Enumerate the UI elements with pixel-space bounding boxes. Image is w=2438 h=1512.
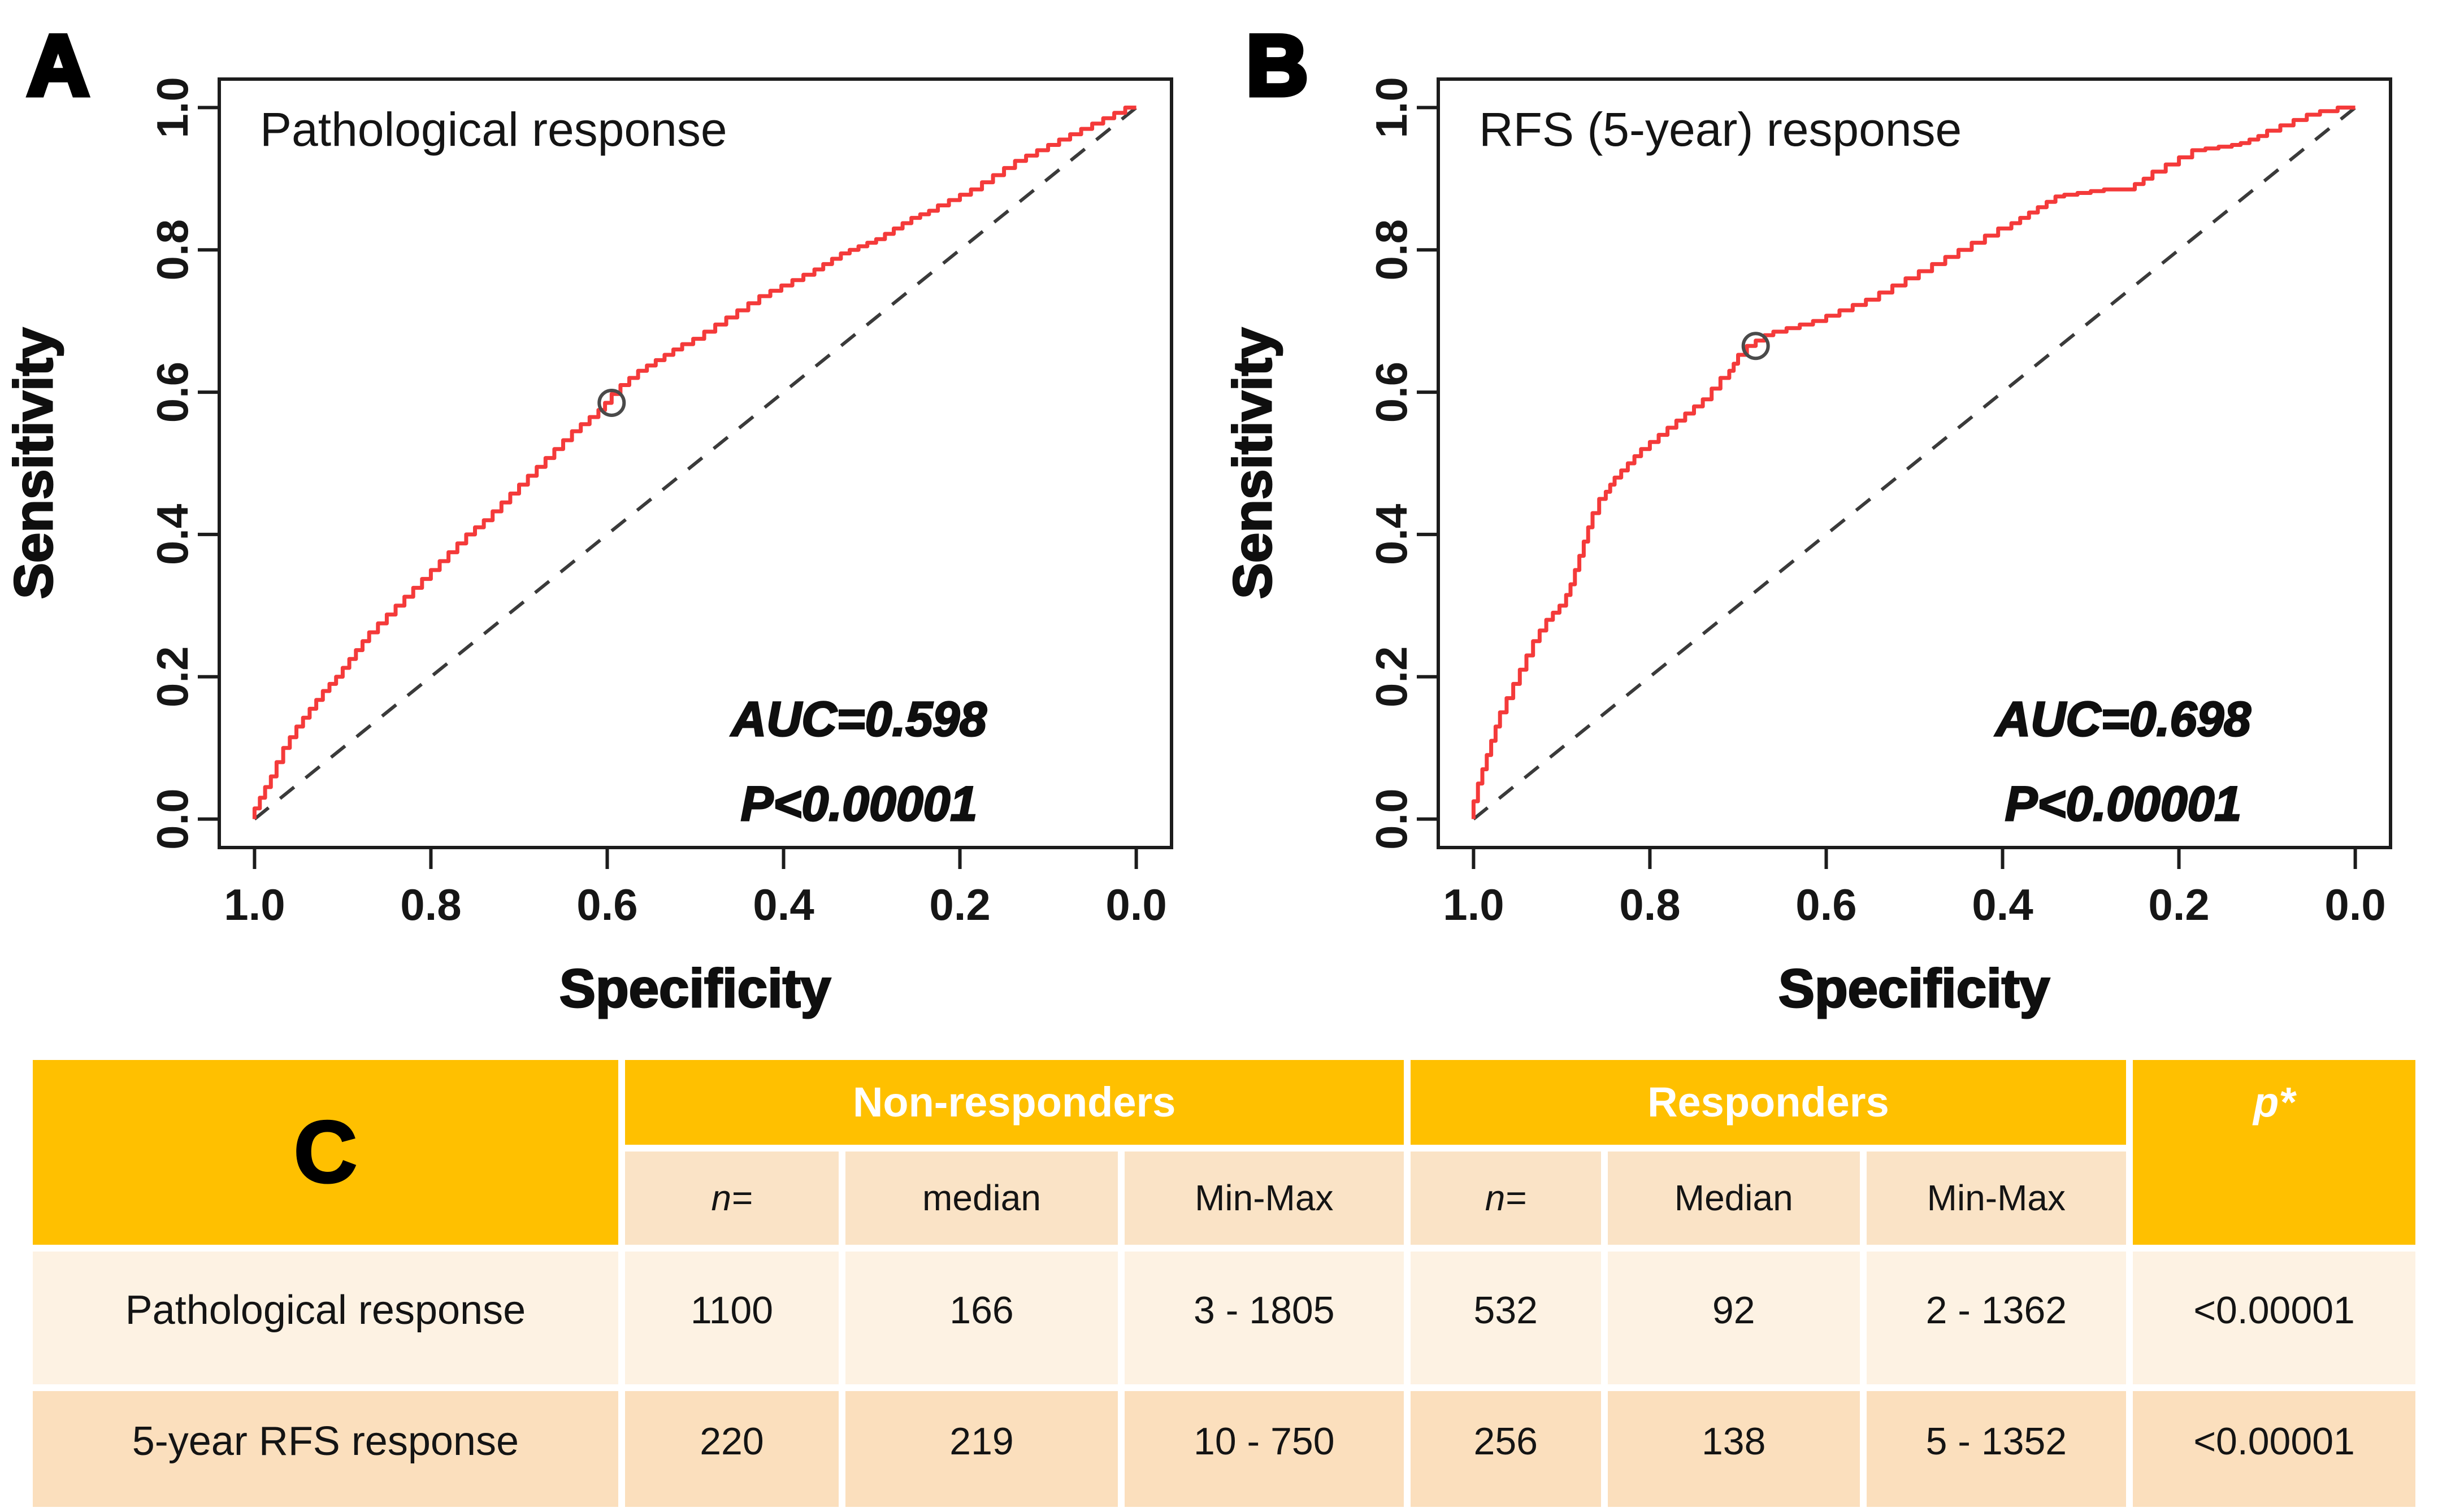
roc-curve [1471, 105, 2355, 819]
panel-label-c: C [33, 1060, 618, 1245]
subheader-resp-minmax: Min-Max [1866, 1152, 2127, 1245]
cell-rfs-resp-minmax: 5 - 1352 [1866, 1391, 2127, 1507]
roc-plot-b: 1.0 0.8 0.6 0.4 0.2 0.0 0.0 0.2 0.4 0.6 0.8 1.0 B R… [1222, 15, 2392, 1020]
cell-rfs-nonresp-n: 220 [624, 1391, 839, 1507]
panel-label-b: B [1246, 18, 1308, 114]
plot-box [1437, 77, 2392, 849]
x-tick-label: 0.0 [2324, 880, 2385, 929]
y-tick-label: 0.2 [148, 646, 197, 707]
group-header-nonresponders: Non-responders [624, 1060, 1404, 1145]
x-tick-label: 0.8 [400, 880, 461, 929]
subheader-resp-n: n= [1410, 1152, 1601, 1245]
cell-path-resp-median: 92 [1607, 1252, 1860, 1384]
subheader-nonresp-minmax: Min-Max [1124, 1152, 1404, 1245]
roc-panel-b: 1.0 0.8 0.6 0.4 0.2 0.0 0.0 0.2 0.4 0.6 0.8 1.0 B R… [1219, 0, 2438, 1058]
x-tick-label: 0.4 [753, 880, 814, 929]
cell-path-resp-minmax: 2 - 1362 [1866, 1252, 2127, 1384]
row-label-pathological: Pathological response [33, 1252, 618, 1384]
column-header-pvalue: p* [2133, 1060, 2415, 1245]
subheader-nonresp-median: median [845, 1152, 1118, 1245]
cell-rfs-pvalue: <0.00001 [2133, 1391, 2415, 1507]
plot-box [218, 77, 1173, 849]
y-tick-label: 1.0 [148, 77, 197, 138]
diagonal-reference-line [1472, 106, 2357, 820]
y-tick-label: 0.2 [1367, 646, 1416, 707]
x-tick-label: 0.6 [1795, 880, 1856, 929]
x-tick-label: 0.2 [2148, 880, 2209, 929]
subheader-resp-median: Median [1607, 1152, 1860, 1245]
cell-rfs-resp-median: 138 [1607, 1391, 1860, 1507]
x-tick-label: 0.0 [1105, 880, 1166, 929]
x-tick-label: 1.0 [1443, 880, 1504, 929]
cell-rfs-nonresp-median: 219 [845, 1391, 1118, 1507]
roc-canvas-a: 1.0 0.8 0.6 0.4 0.2 0.0 0.0 0.2 0.4 0.6 0.8 1.0 [148, 77, 1173, 929]
y-tick-label: 0.6 [148, 362, 197, 423]
cutoff-marker [1741, 332, 1770, 360]
panel-label-a: A [27, 18, 89, 114]
y-tick-label: 0.8 [148, 219, 197, 280]
diagonal-reference-line [253, 106, 1138, 820]
y-axis-title-a: Sensitivity [3, 328, 64, 599]
y-tick-label: 0.8 [1367, 219, 1416, 280]
y-axis-title-b: Sensitivity [1222, 328, 1283, 599]
subheader-nonresp-n: n= [624, 1152, 839, 1245]
roc-plot-a: 1.0 0.8 0.6 0.4 0.2 0.0 0.0 0.2 0.4 0.6 0.8 1.0 A P… [3, 15, 1173, 1020]
row-label-rfs: 5-year RFS response [33, 1391, 618, 1507]
x-tick-label: 0.8 [1619, 880, 1680, 929]
x-tick-label: 1.0 [224, 880, 285, 929]
x-tick-label: 0.2 [929, 880, 990, 929]
cell-rfs-nonresp-minmax: 10 - 750 [1124, 1391, 1404, 1507]
cell-path-resp-n: 532 [1410, 1252, 1601, 1384]
roc-canvas-b: 1.0 0.8 0.6 0.4 0.2 0.0 0.0 0.2 0.4 0.6 0.8 1.0 [1367, 77, 2392, 929]
roc-panel-a: 1.0 0.8 0.6 0.4 0.2 0.0 0.0 0.2 0.4 0.6 0.8 1.0 A P… [0, 0, 1219, 1058]
cell-rfs-resp-n: 256 [1410, 1391, 1601, 1507]
y-tick-label: 0.0 [148, 788, 197, 849]
cutoff-marker [597, 388, 626, 417]
summary-table: C Non-responders Responders p* n= median… [33, 1060, 2415, 1507]
pvalue-annotation-b: P<0.00001 [2005, 777, 2241, 831]
x-tick-label: 0.4 [1972, 880, 2033, 929]
y-tick-label: 0.6 [1367, 362, 1416, 423]
x-tick-label: 0.6 [576, 880, 637, 929]
roc-curve [252, 105, 1136, 819]
auc-annotation-b: AUC=0.698 [1994, 692, 2251, 746]
y-tick-label: 0.4 [148, 504, 197, 565]
auc-annotation-a: AUC=0.598 [730, 692, 987, 746]
cell-path-nonresp-minmax: 3 - 1805 [1124, 1252, 1404, 1384]
cell-path-nonresp-median: 166 [845, 1252, 1118, 1384]
cell-path-pvalue: <0.00001 [2133, 1252, 2415, 1384]
y-tick-label: 0.4 [1367, 504, 1416, 565]
x-axis-title-a: Specificity [559, 958, 831, 1019]
plot-title-b: RFS (5-year) response [1479, 103, 1962, 156]
pvalue-annotation-a: P<0.00001 [741, 777, 977, 831]
y-tick-label: 0.0 [1367, 788, 1416, 849]
x-axis-title-b: Specificity [1778, 958, 2050, 1019]
y-tick-label: 1.0 [1367, 77, 1416, 138]
cell-path-nonresp-n: 1100 [624, 1252, 839, 1384]
group-header-responders: Responders [1410, 1060, 2127, 1145]
plot-title-a: Pathological response [260, 103, 727, 156]
